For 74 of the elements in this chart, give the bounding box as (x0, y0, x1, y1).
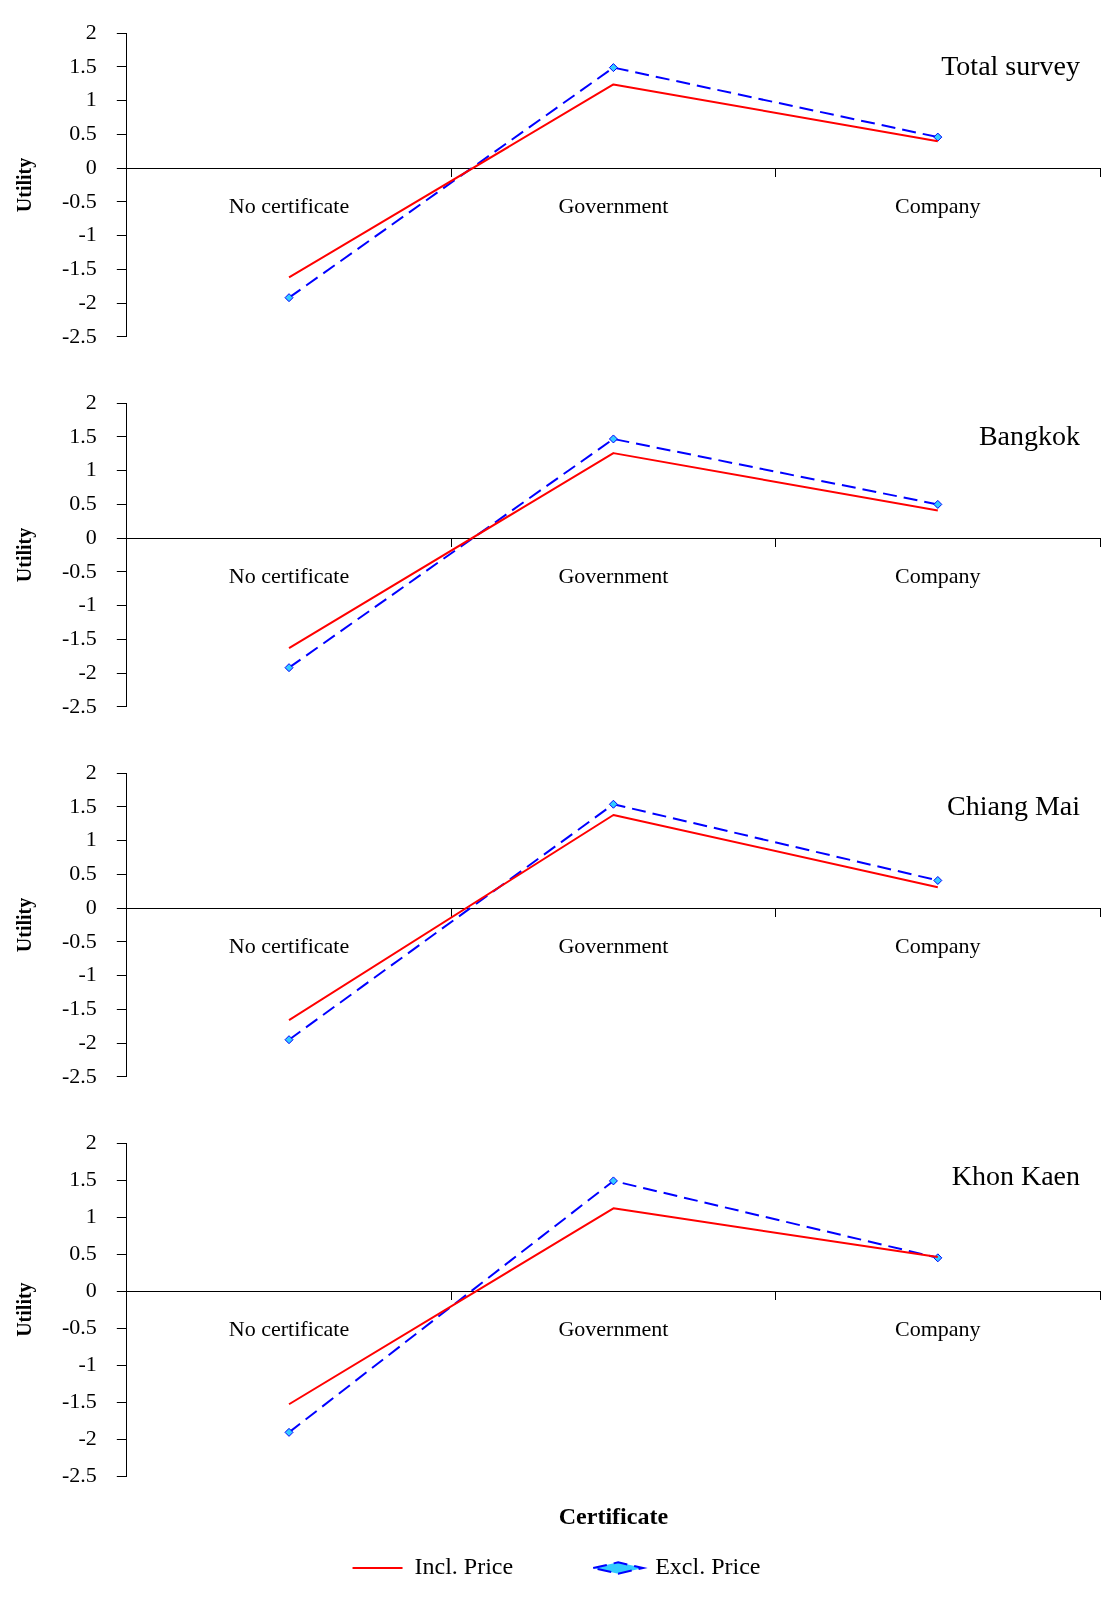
text: Khon Kaen (951, 1159, 1080, 1191)
x-tick-label: Company (895, 1316, 981, 1342)
y-tick-label: 1.5 (69, 1165, 97, 1191)
point (608, 63, 618, 73)
y-tick-label: 1.5 (69, 52, 97, 78)
y-axis-title: Utility (13, 1282, 37, 1337)
y-tick-label: -2.5 (62, 1461, 97, 1487)
x-tick-label: No certificate (228, 193, 350, 219)
point (608, 434, 618, 444)
x-tick-label: Company (895, 933, 981, 959)
y-tick-label: -2.5 (62, 692, 97, 718)
y-tick-label: 2 (85, 388, 97, 414)
x-tick-label: Company (895, 193, 981, 219)
x-tick-label: Company (895, 563, 981, 589)
y-tick-label: -1 (78, 221, 97, 247)
y-tick-label: 2 (85, 758, 97, 784)
text: Chiang Mai (947, 789, 1081, 821)
x-axis-title: Certificate (558, 1503, 669, 1530)
y-tick-label: 2 (85, 1128, 97, 1154)
y-tick-label: -0.5 (62, 557, 97, 583)
text: Total survey (941, 49, 1080, 81)
y-tick-label: -0.5 (62, 1313, 97, 1339)
point (933, 499, 943, 509)
y-tick-label: 0.5 (69, 860, 97, 886)
y-tick-label: 1.5 (69, 422, 97, 448)
y-tick-label: -1.5 (62, 625, 97, 651)
y-tick-label: 1 (85, 456, 97, 482)
y-tick-label: -1 (78, 1350, 97, 1376)
y-tick-label: 1 (85, 1202, 97, 1228)
x-tick-label: Government (558, 1316, 669, 1342)
y-tick-label: 0 (85, 893, 97, 919)
point (284, 1427, 294, 1437)
y-tick-label: 2 (85, 18, 97, 44)
x-tick-label: Government (558, 563, 669, 589)
legend-label: Incl. Price (414, 1553, 514, 1580)
point (284, 293, 294, 303)
y-tick-label: -1.5 (62, 1387, 97, 1413)
y-tick-label: 0 (85, 153, 97, 179)
y-tick-label: -1.5 (62, 255, 97, 281)
y-tick-label: -0.5 (62, 927, 97, 953)
y-tick-label: -1.5 (62, 995, 97, 1021)
y-tick-label: -2 (78, 1424, 97, 1450)
y-axis-title: Utility (13, 897, 37, 953)
legend-label: Excl. Price (655, 1553, 761, 1580)
y-tick-label: 1 (85, 826, 97, 852)
x-tick-label: No certificate (228, 563, 350, 589)
point (284, 1035, 294, 1045)
y-tick-label: -2.5 (62, 322, 97, 348)
y-tick-label: 1 (85, 86, 97, 112)
y-tick-label: 0.5 (69, 490, 97, 516)
y-tick-label: -2.5 (62, 1062, 97, 1088)
text: Bangkok (978, 419, 1080, 451)
y-tick-label: 0.5 (69, 1239, 97, 1265)
y-tick-label: -1 (78, 591, 97, 617)
x-tick-label: No certificate (228, 933, 350, 959)
x-tick-label: Government (558, 193, 669, 219)
y-axis-title: Utility (13, 157, 37, 213)
y-tick-label: -2 (78, 1028, 97, 1054)
y-tick-label: -1 (78, 961, 97, 987)
y-tick-label: 0 (85, 523, 97, 549)
y-axis-title: Utility (13, 527, 37, 583)
y-tick-label: -2 (78, 658, 97, 684)
point (608, 799, 618, 809)
y-tick-label: 1.5 (69, 792, 97, 818)
y-tick-label: -2 (78, 288, 97, 314)
point (933, 875, 943, 885)
point (608, 1176, 618, 1186)
y-tick-label: 0.5 (69, 120, 97, 146)
y-tick-label: 0 (85, 1276, 97, 1302)
x-tick-label: Government (558, 933, 669, 959)
point (284, 663, 294, 673)
point (933, 132, 943, 142)
y-tick-label: -0.5 (62, 187, 97, 213)
x-tick-label: No certificate (228, 1316, 350, 1342)
